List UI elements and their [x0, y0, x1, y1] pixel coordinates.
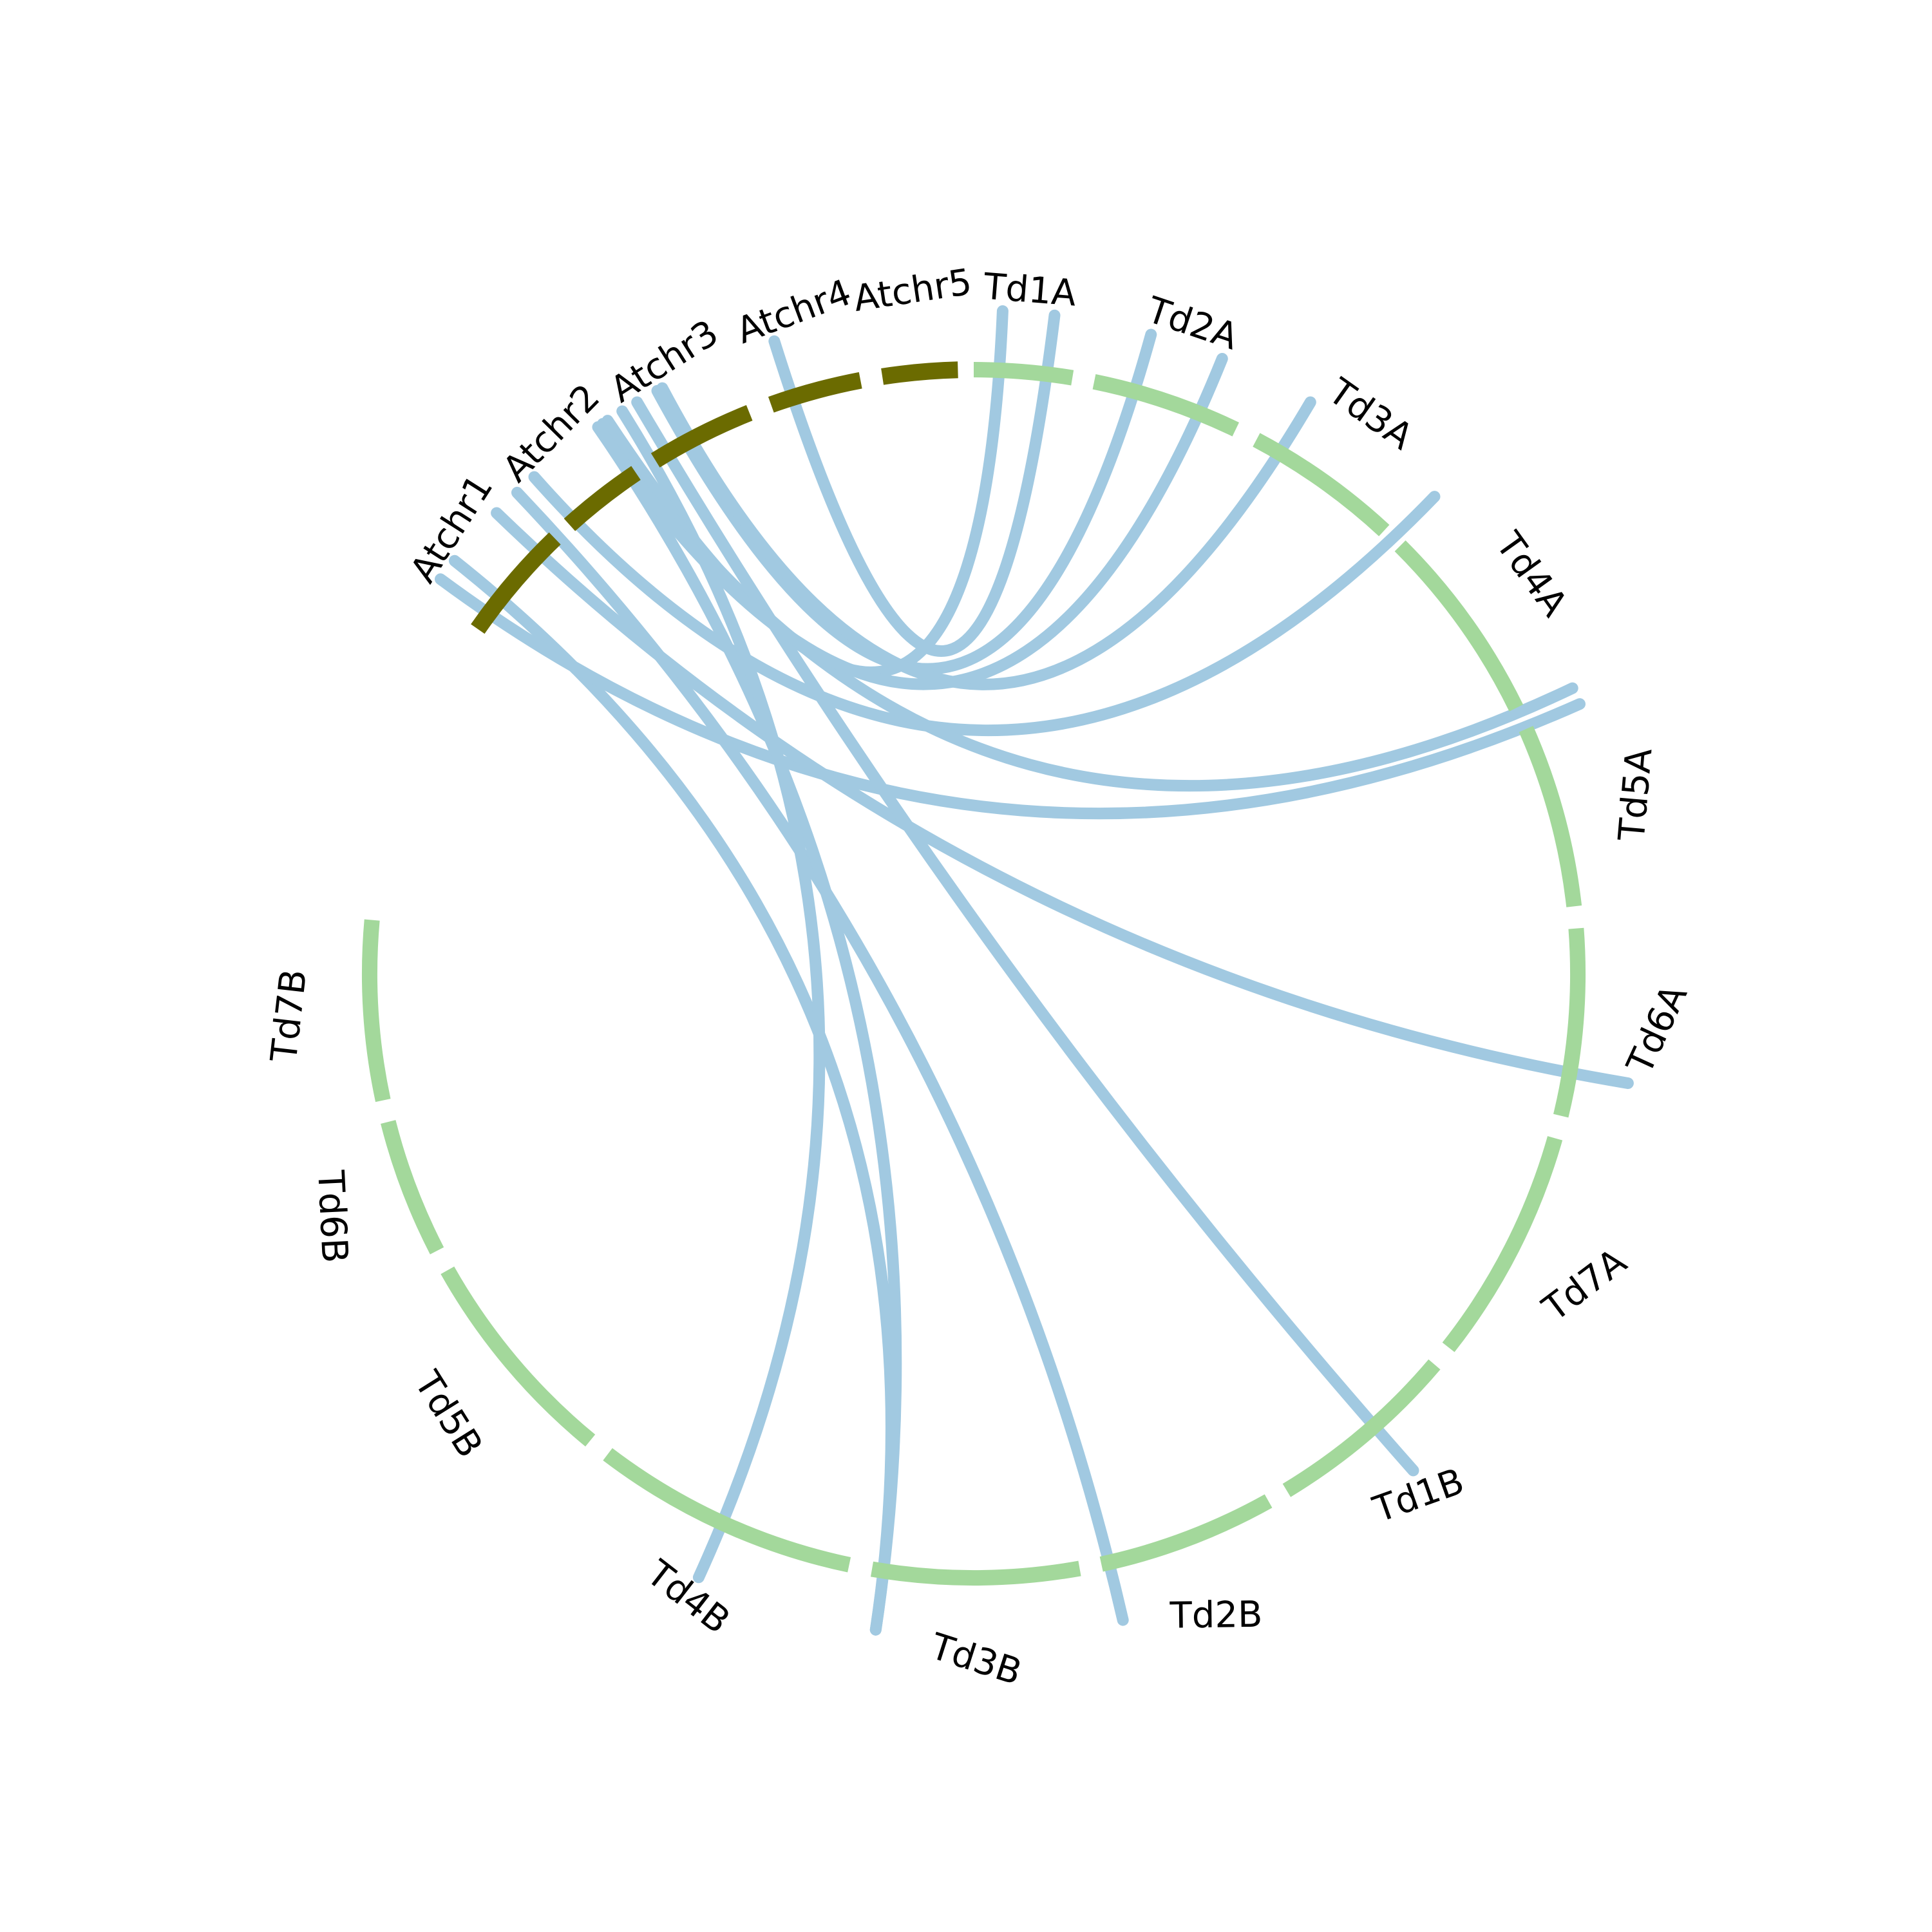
- chromosome-label-td2a: Td2A: [1141, 289, 1243, 359]
- chromosome-arcs-layer: [362, 361, 1586, 1586]
- link-atchr3-td1b: [631, 396, 1419, 1477]
- links-layer: [435, 305, 1634, 1636]
- chromosome-arc-td7a: [1442, 1136, 1563, 1352]
- chromosome-arc-td5a: [1519, 726, 1582, 907]
- chromosome-arc-td4a: [1394, 540, 1524, 712]
- link-atchr4-td2a: [592, 353, 1228, 690]
- chromosome-label-td2b: Td2B: [1169, 1594, 1263, 1637]
- chromosome-label-td5b: Td5B: [406, 1364, 491, 1465]
- chromosome-arc-td2a: [1092, 374, 1240, 437]
- chromosome-arc-td5b: [440, 1266, 596, 1447]
- link-atchr2-td6a: [491, 507, 1634, 1089]
- chromosome-arc-td3a: [1253, 433, 1390, 536]
- link-atchr4-td1a: [768, 309, 1061, 657]
- chromosome-label-td7b: Td7B: [263, 967, 315, 1065]
- chromosome-arc-td7b: [362, 919, 391, 1103]
- chromosome-arc-td4b: [603, 1448, 851, 1573]
- chromosome-arc-atchr5: [881, 361, 958, 385]
- link-atchr2-td3a: [528, 471, 1441, 737]
- chromosome-label-atchr1: Atchr1: [402, 468, 502, 590]
- chromosome-label-td4b: Td4B: [638, 1552, 737, 1642]
- chromosome-arc-td1a: [973, 362, 1074, 386]
- chromosome-arc-td1b: [1282, 1359, 1441, 1497]
- chromosome-label-td1a: Td1A: [981, 265, 1077, 314]
- chromosome-label-td3b: Td3B: [925, 1625, 1027, 1694]
- chromosome-label-td4a: Td4A: [1487, 524, 1575, 624]
- chromosome-label-td7a: Td7A: [1535, 1240, 1634, 1330]
- chromosome-arc-td2b: [1099, 1494, 1273, 1572]
- link-atchr3-td3b: [592, 421, 902, 1636]
- chromosome-label-td6a: Td6A: [1619, 978, 1696, 1081]
- chromosome-arc-atchr2: [564, 466, 641, 531]
- link-atchr3-td4b: [616, 405, 826, 1584]
- chromosome-label-atchr2: Atchr2: [495, 376, 608, 490]
- chromosome-arc-td6a: [1553, 927, 1586, 1118]
- chromosome-arc-atchr4: [768, 372, 862, 413]
- chromosome-arc-td6b: [381, 1120, 444, 1255]
- link-atchr3-td3a: [656, 382, 1316, 690]
- chromosome-arc-td3b: [870, 1560, 1081, 1586]
- chromosome-arc-atchr3: [650, 405, 753, 468]
- chromosome-label-td3a: Td3A: [1320, 370, 1421, 459]
- chromosome-label-td5a: Td5A: [1611, 746, 1660, 843]
- chromosome-label-td6b: Td6B: [309, 1169, 355, 1264]
- link-atchr1-td4a: [435, 573, 1586, 820]
- chromosome-arc-atchr1: [471, 532, 561, 634]
- chromosome-label-atchr5: Atchr5: [851, 261, 974, 320]
- link-atchr3-td2a: [651, 328, 1157, 675]
- chromosome-label-atchr4: Atchr4: [731, 272, 857, 352]
